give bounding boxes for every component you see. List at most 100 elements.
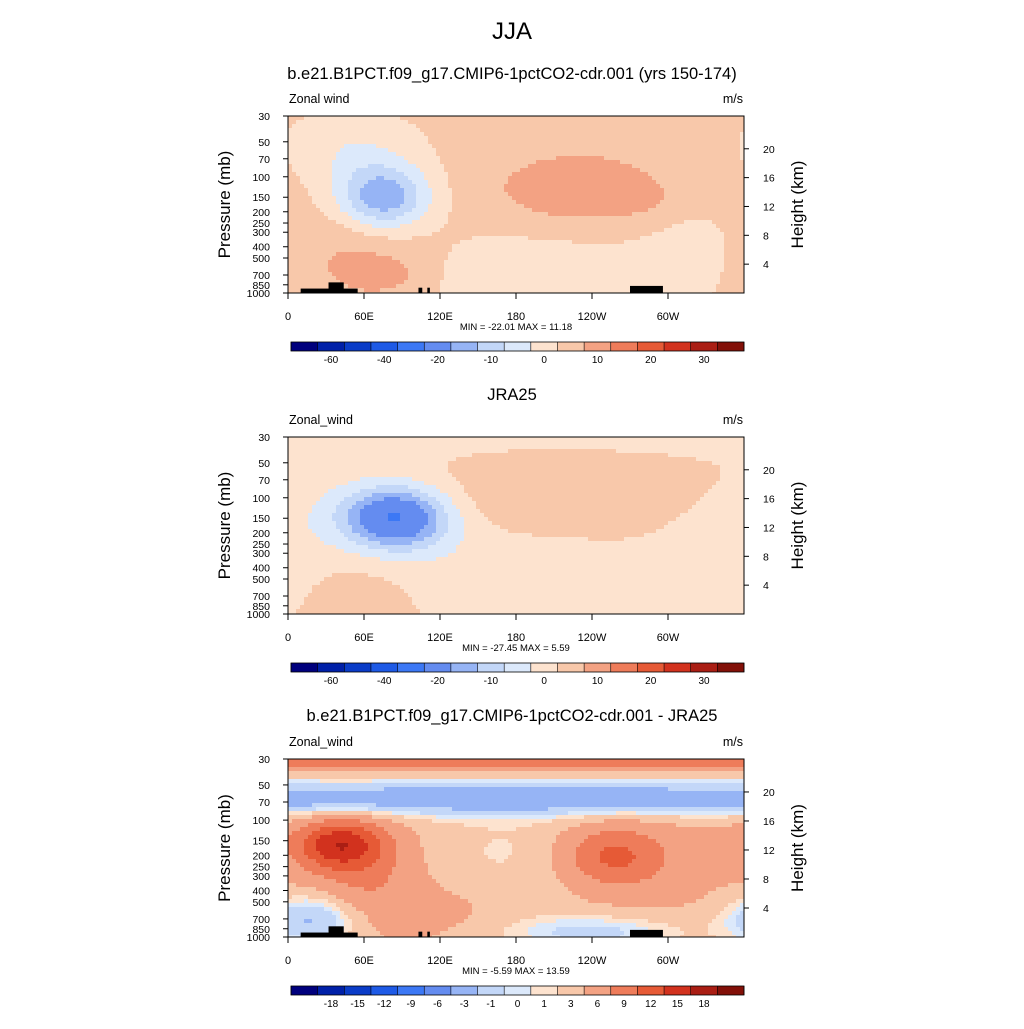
- contour-cell: [552, 208, 557, 213]
- contour-cell: [680, 252, 685, 257]
- contour-cell: [500, 280, 505, 285]
- contour-cell: [504, 268, 509, 273]
- contour-cell: [740, 140, 745, 145]
- contour-cell: [508, 272, 513, 277]
- contour-cell: [584, 180, 589, 185]
- contour-cell: [412, 200, 417, 205]
- contour-cell: [300, 240, 305, 245]
- contour-cell: [664, 208, 669, 213]
- contour-cell: [452, 232, 457, 237]
- contour-cell: [552, 192, 557, 197]
- contour-cell: [312, 260, 317, 265]
- contour-cell: [720, 116, 725, 121]
- contour-cell: [652, 160, 657, 165]
- contour-cell: [440, 180, 445, 185]
- contour-cell: [728, 236, 733, 241]
- contour-cell: [620, 128, 625, 133]
- contour-cell: [476, 156, 481, 161]
- contour-cell: [688, 168, 693, 173]
- contour-cell: [444, 144, 449, 149]
- contour-cell: [592, 164, 597, 169]
- contour-cell: [388, 152, 393, 157]
- contour-cell: [508, 232, 513, 237]
- contour-cell: [332, 124, 337, 129]
- contour-cell: [560, 216, 565, 221]
- contour-cell: [696, 280, 701, 285]
- contour-cell: [304, 244, 309, 249]
- contour-cell: [704, 260, 709, 265]
- contour-cell: [336, 208, 341, 213]
- contour-cell: [516, 116, 521, 121]
- contour-cell: [488, 288, 493, 293]
- contour-cell: [552, 280, 557, 285]
- contour-cell: [460, 252, 465, 257]
- contour-cell: [380, 124, 385, 129]
- contour-cell: [592, 120, 597, 125]
- contour-cell: [648, 216, 653, 221]
- contour-cell: [576, 256, 581, 261]
- contour-cell: [320, 124, 325, 129]
- contour-cell: [352, 204, 357, 209]
- contour-cell: [384, 176, 389, 181]
- contour-cell: [728, 152, 733, 157]
- contour-cell: [688, 140, 693, 145]
- contour-cell: [420, 252, 425, 257]
- contour-cell: [504, 156, 509, 161]
- contour-cell: [360, 188, 365, 193]
- contour-cell: [308, 256, 313, 261]
- contour-cell: [680, 156, 685, 161]
- contour-cell: [396, 148, 401, 153]
- contour-cell: [564, 276, 569, 281]
- contour-cell: [588, 132, 593, 137]
- contour-cell: [500, 252, 505, 257]
- contour-cell: [500, 120, 505, 125]
- contour-cell: [636, 256, 641, 261]
- contour-cell: [632, 164, 637, 169]
- contour-cell: [712, 168, 717, 173]
- contour-cell: [592, 172, 597, 177]
- contour-cell: [324, 156, 329, 161]
- contour-cell: [404, 128, 409, 133]
- contour-cell: [464, 120, 469, 125]
- contour-cell: [376, 192, 381, 197]
- contour-cell: [700, 268, 705, 273]
- contour-cell: [308, 248, 313, 253]
- contour-cell: [484, 264, 489, 269]
- contour-cell: [388, 176, 393, 181]
- contour-cell: [428, 168, 433, 173]
- contour-cell: [340, 224, 345, 229]
- contour-cell: [484, 144, 489, 149]
- contour-cell: [408, 264, 413, 269]
- contour-cell: [352, 180, 357, 185]
- contour-cell: [484, 188, 489, 193]
- contour-cell: [532, 188, 537, 193]
- contour-cell: [568, 264, 573, 269]
- contour-cell: [720, 128, 725, 133]
- contour-cell: [564, 144, 569, 149]
- contour-cell: [428, 148, 433, 153]
- contour-cell: [508, 288, 513, 293]
- contour-cell: [452, 220, 457, 225]
- contour-cell: [424, 216, 429, 221]
- contour-cell: [700, 132, 705, 137]
- contour-cell: [696, 128, 701, 133]
- contour-cell: [488, 244, 493, 249]
- contour-cell: [660, 160, 665, 165]
- contour-cell: [488, 168, 493, 173]
- contour-cell: [524, 144, 529, 149]
- contour-cell: [728, 124, 733, 129]
- contour-cell: [328, 160, 333, 165]
- contour-cell: [288, 240, 293, 245]
- contour-cell: [324, 164, 329, 169]
- contour-cell: [676, 192, 681, 197]
- contour-cell: [296, 224, 301, 229]
- contour-cell: [528, 168, 533, 173]
- contour-cell: [516, 232, 521, 237]
- contour-cell: [452, 188, 457, 193]
- contour-cell: [640, 232, 645, 237]
- contour-cell: [724, 180, 729, 185]
- contour-cell: [628, 256, 633, 261]
- contour-cell: [676, 196, 681, 201]
- contour-cell: [708, 120, 713, 125]
- contour-cell: [704, 140, 709, 145]
